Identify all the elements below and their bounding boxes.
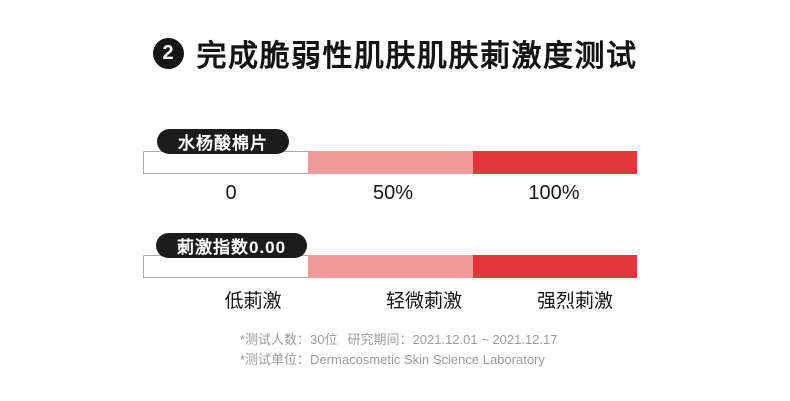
footnote-study-period: 研究期间：2021.12.01 ~ 2021.12.17 [347, 332, 558, 347]
irritation-segment-white [143, 255, 309, 278]
concentration-pill-label: 水杨酸棉片 [157, 129, 289, 154]
concentration-scale-bar [143, 151, 637, 174]
step-number-badge: 2 [152, 37, 184, 69]
concentration-tick-50: 50% [372, 182, 414, 204]
irritation-segment-pink [308, 255, 473, 278]
step-number: 2 [162, 41, 174, 64]
concentration-tick-0: 0 [225, 182, 237, 204]
concentration-segment-pink [308, 151, 473, 174]
concentration-tick-100: 100% [528, 182, 580, 204]
footnote-test-info: *测试人数：30位 研究期间：2021.12.01 ~ 2021.12.17 [240, 329, 557, 348]
irritation-tick-strong: 强烈莿激 [536, 291, 614, 312]
concentration-segment-red [472, 151, 637, 174]
irritation-index-pill-label: 莿激指数0.00 [156, 233, 308, 258]
concentration-segment-white [143, 151, 309, 174]
irritation-index-pill-text: 莿激指数0.00 [177, 238, 287, 257]
irritation-scale-bar [143, 255, 637, 278]
footnote-participants: *测试人数：30位 [240, 332, 338, 347]
concentration-pill-text: 水杨酸棉片 [178, 134, 268, 153]
irritation-tick-mild: 轻微莿激 [385, 291, 463, 312]
title-row: 2 完成脆弱性肌肤肌肤莿激度测试 [0, 31, 790, 75]
footnote-test-lab: *测试单位：Dermacosmetic Skin Science Laborat… [240, 352, 545, 367]
irritation-segment-red [472, 255, 637, 278]
page-title: 完成脆弱性肌肤肌肤莿激度测试 [196, 40, 638, 73]
irritation-tick-low: 低莿激 [224, 291, 282, 312]
